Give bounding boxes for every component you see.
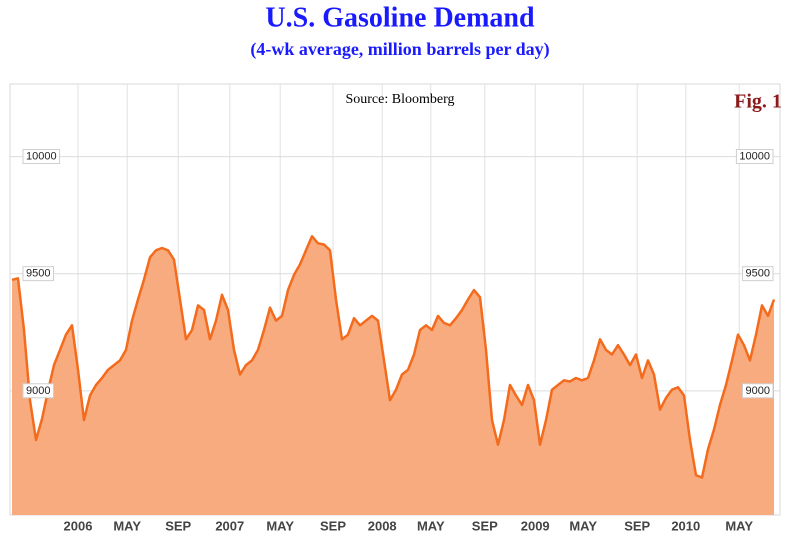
- y-tick-label: 9500: [746, 268, 770, 280]
- x-tick-label: 2008: [368, 518, 397, 533]
- y-tick-box: [22, 383, 54, 399]
- y-tick-box: [22, 149, 61, 165]
- x-tick-label: 2010: [671, 518, 700, 533]
- y-tick-box: [22, 266, 54, 282]
- x-tick-label: 2007: [215, 518, 244, 533]
- source-note: Source: Bloomberg: [345, 92, 454, 107]
- x-tick-label: MAY: [725, 518, 753, 533]
- x-tick-label: SEP: [472, 518, 498, 533]
- x-tick-label: MAY: [266, 518, 294, 533]
- y-tick-box: [742, 383, 774, 399]
- y-tick-label: 9000: [26, 385, 50, 397]
- x-tick-label: MAY: [569, 518, 597, 533]
- x-tick-label: MAY: [113, 518, 141, 533]
- ticks: 2006 MAY SEP 2007 MAY SEP 2008 MAY SEP 2009 MAY SEP…: [22, 149, 774, 533]
- y-tick-box: [735, 149, 774, 165]
- chart-subtitle: (4-wk average, million barrels per day): [250, 39, 549, 60]
- y-tick-label: 10000: [739, 151, 770, 163]
- y-tick-box: [742, 266, 774, 282]
- x-tick-label: SEP: [320, 518, 346, 533]
- x-tick-label: MAY: [417, 518, 445, 533]
- figure-label: Fig. 1: [734, 91, 782, 113]
- chart-title: U.S. Gasoline Demand: [265, 2, 535, 33]
- x-tick-label: SEP: [624, 518, 650, 533]
- x-tick-label: 2006: [64, 518, 93, 533]
- series: [11, 235, 776, 516]
- area-line: [11, 235, 776, 479]
- y-tick-label: 9500: [26, 268, 50, 280]
- x-tick-label: SEP: [165, 518, 191, 533]
- area-fill: [12, 236, 774, 516]
- y-tick-label: 9000: [746, 385, 770, 397]
- x-tick-label: 2009: [521, 518, 550, 533]
- y-tick-label: 10000: [26, 151, 57, 163]
